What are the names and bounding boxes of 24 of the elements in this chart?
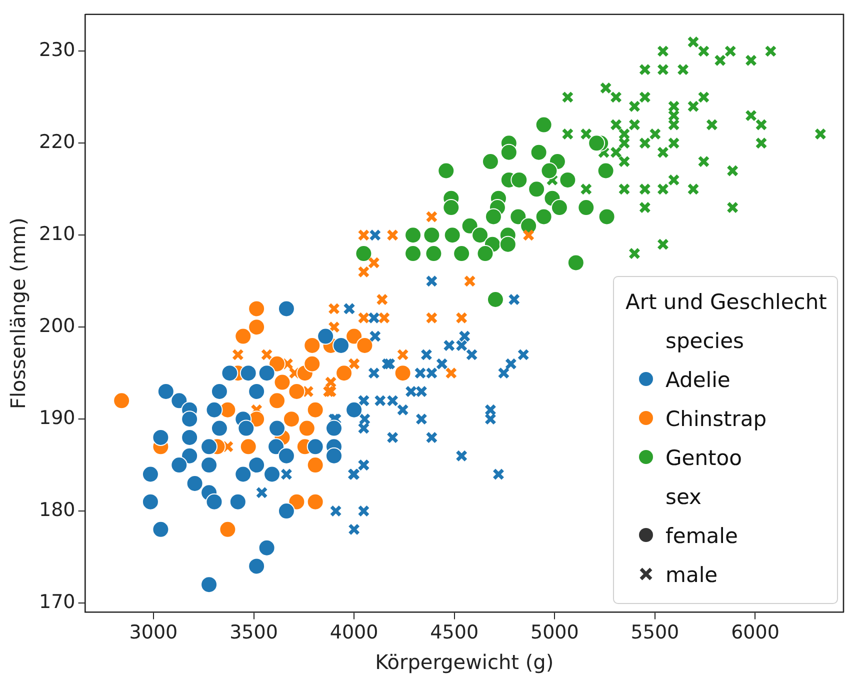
x-tick-label: 4500: [430, 622, 479, 644]
y-tick-label: 210: [39, 223, 76, 246]
x-tick-label: 5000: [530, 622, 579, 644]
y-axis-title: Flossenlänge (mm): [6, 218, 30, 410]
legend-title: Art und Geschlecht: [626, 289, 827, 316]
annotation: sex: [664, 484, 702, 512]
y-tick-label: 180: [39, 498, 76, 521]
x-tick-label: 4000: [330, 622, 378, 644]
legend-label: Chinstrap: [666, 406, 767, 434]
y-tick-label: 190: [39, 407, 76, 429]
annotation: male: [666, 562, 718, 590]
annotation: species: [664, 328, 744, 356]
y-tick-label: 220: [39, 131, 76, 154]
x-tick-label: 3000: [129, 622, 178, 644]
legend-label: Gentoo: [666, 445, 742, 472]
annotation: female: [666, 523, 738, 550]
x-tick-label: 6000: [731, 622, 780, 644]
y-tick-label: 170: [39, 590, 76, 613]
x-tick-label: 3500: [230, 622, 278, 644]
x-axis-title: Körpergewicht (g): [375, 650, 554, 674]
y-tick-label: 230: [39, 39, 76, 62]
legend-label: Adelie: [666, 367, 730, 394]
x-tick-label: 5500: [630, 622, 680, 644]
y-tick-label: 200: [39, 315, 76, 338]
